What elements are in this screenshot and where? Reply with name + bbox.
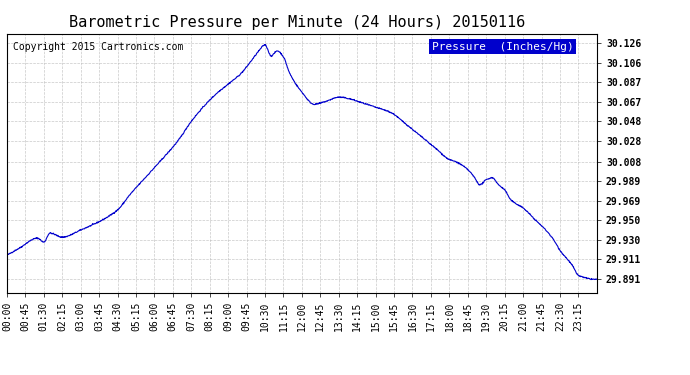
Text: Pressure  (Inches/Hg): Pressure (Inches/Hg)	[432, 42, 573, 51]
Text: Barometric Pressure per Minute (24 Hours) 20150116: Barometric Pressure per Minute (24 Hours…	[68, 15, 525, 30]
Text: Copyright 2015 Cartronics.com: Copyright 2015 Cartronics.com	[13, 42, 183, 51]
